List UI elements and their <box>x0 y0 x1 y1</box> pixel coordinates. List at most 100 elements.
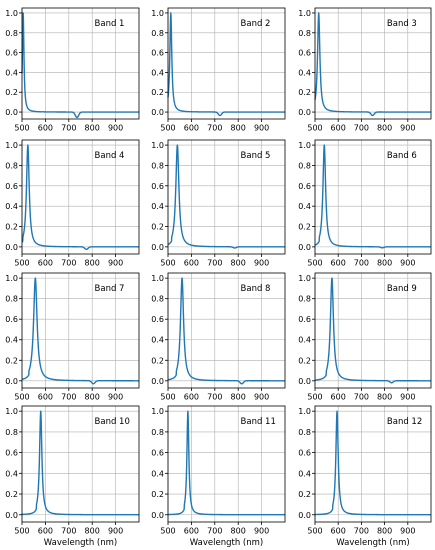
panel-2-ytick-label: 0.2 <box>151 88 164 97</box>
panel-9-xtick-label: 600 <box>331 393 346 402</box>
panel-1-xtick-label: 800 <box>85 124 100 133</box>
panel-7-ytick-label: 0.2 <box>5 356 18 365</box>
panel-10-xtick-label: 900 <box>108 527 123 536</box>
panel-9: 500 600 700 800 900 0.0 0.2 0.4 0.6 0.8 1.0 Band 9 <box>298 272 432 402</box>
panel-8-xtick-label: 900 <box>254 393 269 402</box>
panel-9-ytick-label: 1.0 <box>298 274 311 283</box>
panel-6-ytick-label: 0.8 <box>298 161 311 170</box>
panel-11-ytick-label: 0.6 <box>151 449 164 458</box>
panel-4-ytick-label: 0.2 <box>5 223 18 232</box>
panel-12-series-line <box>314 410 432 516</box>
panel-12-xtick-label: 600 <box>331 527 346 536</box>
panel-3-xtick-label: 900 <box>400 124 415 133</box>
panel-12-band-label: Band 12 <box>387 417 422 427</box>
panel-12-ytick-label: 0.0 <box>298 511 311 520</box>
panel-12: 500 600 700 800 900 0.0 0.2 0.4 0.6 0.8 1.0 Band 12… <box>298 405 432 548</box>
panel-12-xtick-label: 500 <box>307 527 322 536</box>
panel-11-x-axis-title: Wavelength (nm) <box>190 538 263 548</box>
panel-1-ytick-label: 0.6 <box>5 49 18 58</box>
panel-12-ytick-label: 1.0 <box>298 407 311 416</box>
panel-5-ytick-label: 1.0 <box>151 141 164 150</box>
panel-2-ytick-label: 1.0 <box>151 9 164 18</box>
panel-4-xtick-label: 900 <box>108 259 123 268</box>
panel-8-band-label: Band 8 <box>241 284 271 294</box>
panel-1-xtick-label: 600 <box>38 124 53 133</box>
panel-3-xtick-label: 800 <box>377 124 392 133</box>
panel-2-xtick-label: 700 <box>207 124 222 133</box>
panel-6-series-line <box>314 144 432 249</box>
panel-7-ytick-label: 0.4 <box>5 336 18 345</box>
panel-9-ytick-label: 0.4 <box>298 336 311 345</box>
panel-7-xtick-label: 500 <box>14 393 29 402</box>
panel-11-ytick-label: 0.4 <box>151 469 164 478</box>
panel-12-ytick-label: 0.6 <box>298 449 311 458</box>
panel-2-xtick-label: 600 <box>184 124 199 133</box>
panel-7-xtick-label: 800 <box>85 393 100 402</box>
panel-11-axes-frame <box>167 405 286 523</box>
panel-6: 500 600 700 800 900 0.0 0.2 0.4 0.6 0.8 1.0 Band 6 <box>298 139 432 268</box>
panel-4-xtick-label: 800 <box>85 259 100 268</box>
panel-6-axes-frame <box>314 139 432 255</box>
panel-8-xtick-label: 500 <box>160 393 175 402</box>
panel-8-ytick-label: 0.4 <box>151 336 164 345</box>
panel-5-band-label: Band 5 <box>241 151 271 161</box>
panel-5-ytick-label: 0.6 <box>151 182 164 191</box>
panel-5-xtick-label: 700 <box>207 259 222 268</box>
panel-7-band-label: Band 7 <box>95 284 125 294</box>
panel-11-band-label: Band 11 <box>241 417 276 427</box>
panel-8-ytick-label: 1.0 <box>151 274 164 283</box>
panel-11: 500 600 700 800 900 0.0 0.2 0.4 0.6 0.8 1.0 Band 11… <box>151 405 286 548</box>
panel-2: 500 600 700 800 900 0.0 0.2 0.4 0.6 0.8 1.0 Band 2 <box>151 7 286 133</box>
panel-5-xtick-label: 800 <box>231 259 246 268</box>
panel-1-series-line <box>21 12 140 119</box>
panel-8-xtick-label: 800 <box>231 393 246 402</box>
panel-1: 500 600 700 800 900 0.0 0.2 0.4 0.6 0.8 1.0 Band 1 <box>5 7 140 133</box>
panel-5-axes-frame <box>167 139 286 255</box>
panel-5-ytick-label: 0.2 <box>151 223 164 232</box>
panel-10-series-line <box>21 410 140 516</box>
panel-9-series-line <box>314 277 432 384</box>
panel-3-band-label: Band 3 <box>387 19 417 29</box>
panel-8: 500 600 700 800 900 0.0 0.2 0.4 0.6 0.8 1.0 Band 8 <box>151 272 286 402</box>
panel-2-ytick-label: 0.0 <box>151 108 164 117</box>
panel-8-ytick-label: 0.2 <box>151 356 164 365</box>
panel-4-band-label: Band 4 <box>95 151 125 161</box>
panel-2-band-label: Band 2 <box>241 19 271 29</box>
panel-5-ytick-label: 0.8 <box>151 161 164 170</box>
panel-10-ytick-label: 1.0 <box>5 407 18 416</box>
panel-10-xtick-label: 500 <box>14 527 29 536</box>
panel-3-ytick-label: 1.0 <box>298 9 311 18</box>
panel-10: 500 600 700 800 900 0.0 0.2 0.4 0.6 0.8 1.0 Band 10… <box>5 405 140 548</box>
panel-2-ytick-label: 0.8 <box>151 29 164 38</box>
panel-10-ytick-label: 0.0 <box>5 511 18 520</box>
panel-11-ytick-label: 0.2 <box>151 490 164 499</box>
panel-3-ytick-label: 0.4 <box>298 68 311 77</box>
panel-8-axes-frame <box>167 272 286 389</box>
panel-10-xtick-label: 600 <box>38 527 53 536</box>
panel-3-ytick-label: 0.2 <box>298 88 311 97</box>
panel-2-xtick-label: 800 <box>231 124 246 133</box>
panel-4-xtick-label: 600 <box>38 259 53 268</box>
panel-11-xtick-label: 700 <box>207 527 222 536</box>
panel-7-xtick-label: 600 <box>38 393 53 402</box>
panel-1-axes-frame <box>21 7 140 120</box>
panel-3-axes-frame <box>314 7 432 120</box>
panel-8-xtick-label: 600 <box>184 393 199 402</box>
panel-4-ytick-label: 0.6 <box>5 182 18 191</box>
panel-12-xtick-label: 700 <box>354 527 369 536</box>
panel-7: 500 600 700 800 900 0.0 0.2 0.4 0.6 0.8 1.0 Band 7 <box>5 272 140 402</box>
panel-11-xtick-label: 800 <box>231 527 246 536</box>
panel-8-ytick-label: 0.6 <box>151 315 164 324</box>
panel-1-ytick-label: 0.0 <box>5 108 18 117</box>
panel-6-ytick-label: 0.4 <box>298 202 311 211</box>
panel-12-xtick-label: 800 <box>377 527 392 536</box>
panel-4-ytick-label: 0.4 <box>5 202 18 211</box>
panel-6-xtick-label: 500 <box>307 259 322 268</box>
panel-10-axes-frame <box>21 405 140 523</box>
panel-2-ytick-label: 0.4 <box>151 68 164 77</box>
panel-12-axes-frame <box>314 405 432 523</box>
panel-4-xtick-label: 700 <box>61 259 76 268</box>
panel-9-band-label: Band 9 <box>387 284 417 294</box>
panel-1-ytick-label: 0.2 <box>5 88 18 97</box>
panel-8-ytick-label: 0.0 <box>151 377 164 386</box>
